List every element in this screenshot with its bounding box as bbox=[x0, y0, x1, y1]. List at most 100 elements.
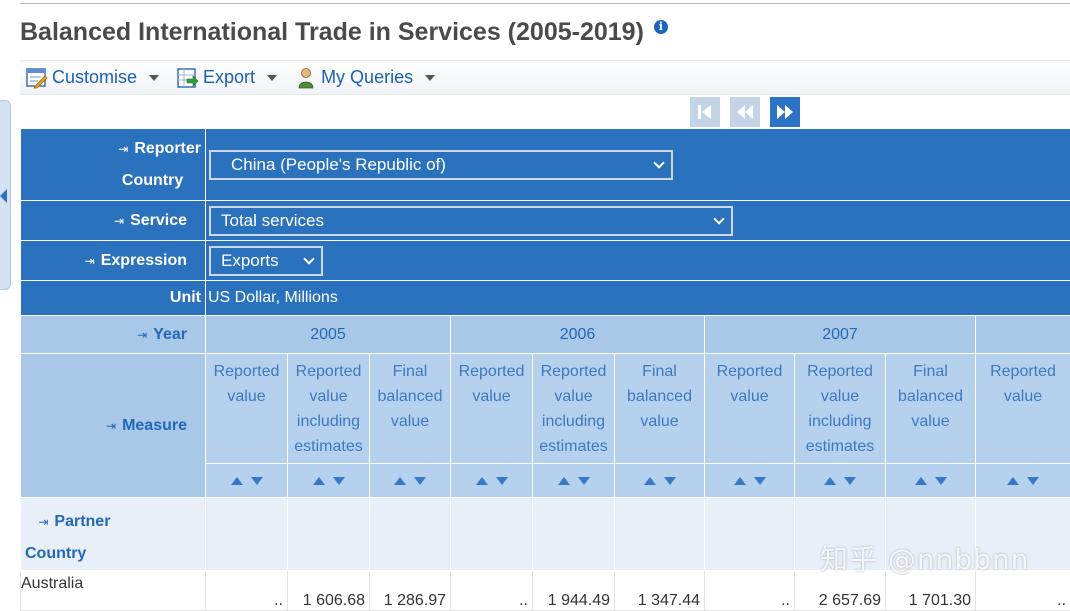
expression-label: ⇥Expression bbox=[21, 241, 206, 281]
measure-header: Reported value including estimates bbox=[795, 354, 886, 464]
partner-header-cell bbox=[533, 498, 615, 571]
sort-descending-icon[interactable] bbox=[578, 477, 590, 485]
partner-header-cell bbox=[615, 498, 705, 571]
chevron-down-icon bbox=[425, 75, 435, 81]
service-select[interactable]: Total services bbox=[209, 206, 733, 236]
reporter-country-label: ⇥Reporter Country bbox=[21, 129, 206, 201]
partner-header-cell bbox=[451, 498, 533, 571]
watermark: 知乎 @nnbbnn bbox=[820, 538, 1029, 578]
partner-header-cell bbox=[370, 498, 451, 571]
table-cell: 1 347.44 bbox=[615, 571, 705, 611]
export-icon bbox=[177, 67, 199, 89]
reporter-country-cell: China (People's Republic of) bbox=[206, 129, 1070, 201]
sort-ascending-icon[interactable] bbox=[1007, 477, 1019, 485]
sort-descending-icon[interactable] bbox=[935, 477, 947, 485]
pin-icon: ⇥ bbox=[38, 515, 48, 529]
pin-icon: ⇥ bbox=[114, 214, 124, 228]
next-page-button[interactable] bbox=[770, 97, 800, 127]
pin-icon: ⇥ bbox=[85, 254, 95, 268]
sort-descending-icon[interactable] bbox=[333, 477, 345, 485]
first-page-button[interactable] bbox=[690, 97, 720, 127]
table-cell: .. bbox=[451, 571, 533, 611]
sort-descending-icon[interactable] bbox=[496, 477, 508, 485]
reporter-country-select[interactable]: China (People's Republic of) bbox=[209, 150, 673, 180]
customise-label: Customise bbox=[52, 67, 137, 88]
year-header-2006: 2006 bbox=[451, 316, 705, 354]
row-label[interactable]: Australia bbox=[21, 571, 206, 611]
unit-value: US Dollar, Millions bbox=[206, 281, 1070, 316]
first-page-icon bbox=[696, 103, 714, 121]
top-divider bbox=[20, 3, 1070, 4]
sort-ascending-icon[interactable] bbox=[476, 477, 488, 485]
year-header-2005: 2005 bbox=[206, 316, 451, 354]
measure-header: Reported value bbox=[206, 354, 288, 464]
sort-descending-icon[interactable] bbox=[754, 477, 766, 485]
chevron-down-icon bbox=[149, 75, 159, 81]
sort-controls bbox=[615, 464, 705, 498]
measure-header: Reported value bbox=[976, 354, 1070, 464]
side-panel-toggle[interactable] bbox=[0, 100, 11, 290]
sort-ascending-icon[interactable] bbox=[824, 477, 836, 485]
sort-descending-icon[interactable] bbox=[1027, 477, 1039, 485]
toolbar: Customise Export My Queries bbox=[20, 60, 1070, 95]
customise-menu[interactable]: Customise bbox=[26, 67, 159, 89]
year-header-2007: 2007 bbox=[705, 316, 976, 354]
next-page-icon bbox=[775, 103, 795, 121]
measure-header: Final balanced value bbox=[886, 354, 976, 464]
chevron-down-icon bbox=[713, 213, 724, 224]
sort-ascending-icon[interactable] bbox=[915, 477, 927, 485]
sort-ascending-icon[interactable] bbox=[231, 477, 243, 485]
sort-ascending-icon[interactable] bbox=[558, 477, 570, 485]
sort-descending-icon[interactable] bbox=[844, 477, 856, 485]
partner-header-cell bbox=[206, 498, 288, 571]
partner-country-label: ⇥Partner Country bbox=[21, 498, 206, 571]
measure-header: Reported value including estimates bbox=[288, 354, 370, 464]
pin-icon: ⇥ bbox=[118, 142, 128, 156]
sort-controls bbox=[288, 464, 370, 498]
sort-controls bbox=[705, 464, 795, 498]
chevron-down-icon bbox=[303, 253, 314, 264]
service-label: ⇥Service bbox=[21, 201, 206, 241]
customise-icon bbox=[26, 67, 48, 89]
sort-controls bbox=[976, 464, 1070, 498]
pin-icon: ⇥ bbox=[137, 328, 147, 342]
table-cell: 1 286.97 bbox=[370, 571, 451, 611]
pin-icon: ⇥ bbox=[106, 419, 116, 433]
unit-label: Unit bbox=[21, 281, 206, 316]
sort-ascending-icon[interactable] bbox=[734, 477, 746, 485]
sort-ascending-icon[interactable] bbox=[644, 477, 656, 485]
previous-page-button[interactable] bbox=[730, 97, 760, 127]
expression-cell: Exports bbox=[206, 241, 1070, 281]
sort-controls bbox=[886, 464, 976, 498]
sort-controls bbox=[533, 464, 615, 498]
measure-header: Reported value including estimates bbox=[533, 354, 615, 464]
export-menu[interactable]: Export bbox=[177, 67, 277, 89]
expression-select[interactable]: Exports bbox=[209, 246, 323, 276]
measure-header: Reported value bbox=[705, 354, 795, 464]
measure-label: ⇥Measure bbox=[21, 354, 206, 498]
chevron-down-icon bbox=[267, 75, 277, 81]
measure-header: Final balanced value bbox=[615, 354, 705, 464]
sort-descending-icon[interactable] bbox=[251, 477, 263, 485]
sort-descending-icon[interactable] bbox=[414, 477, 426, 485]
my-queries-menu[interactable]: My Queries bbox=[295, 67, 435, 89]
partner-header-cell bbox=[705, 498, 795, 571]
year-label: ⇥Year bbox=[21, 316, 206, 354]
year-header-next bbox=[976, 316, 1070, 354]
previous-page-icon bbox=[735, 103, 755, 121]
measure-header: Reported value bbox=[451, 354, 533, 464]
sort-descending-icon[interactable] bbox=[664, 477, 676, 485]
service-cell: Total services bbox=[206, 201, 1070, 241]
measure-header: Final balanced value bbox=[370, 354, 451, 464]
sort-ascending-icon[interactable] bbox=[394, 477, 406, 485]
my-queries-icon bbox=[295, 67, 317, 89]
chevron-down-icon bbox=[653, 157, 664, 168]
sort-ascending-icon[interactable] bbox=[313, 477, 325, 485]
sort-controls bbox=[795, 464, 886, 498]
export-label: Export bbox=[203, 67, 255, 88]
sort-controls bbox=[206, 464, 288, 498]
sort-controls bbox=[370, 464, 451, 498]
info-icon[interactable]: i bbox=[654, 20, 668, 34]
table-cell: .. bbox=[705, 571, 795, 611]
sort-controls bbox=[451, 464, 533, 498]
